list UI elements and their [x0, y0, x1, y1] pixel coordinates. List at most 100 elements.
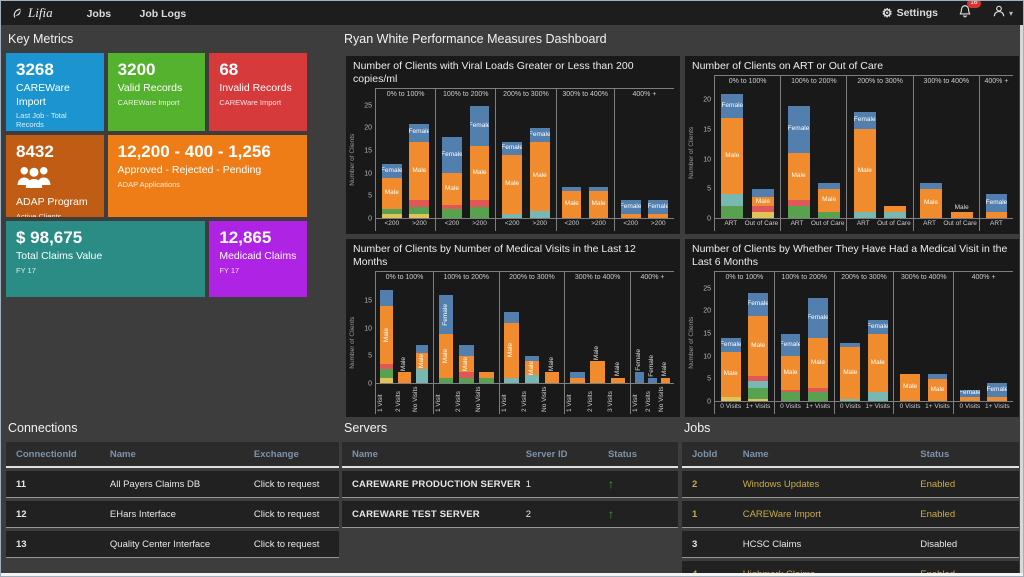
bar-200[interactable]: Male	[562, 186, 582, 218]
bar-1-visit[interactable]: Male Female	[438, 295, 454, 383]
scrollbar[interactable]	[1020, 25, 1023, 573]
job-status: Enabled	[920, 569, 1009, 574]
metric-tile-medicaid-claims[interactable]: 12,865 Medicaid Claims FY 17	[209, 221, 307, 297]
jobs-table: JobId Name Status 2 Windows Updates Enabled 1 C…	[682, 442, 1019, 573]
bar-2-visits[interactable]: Male	[524, 355, 540, 383]
bar-no-visits[interactable]	[660, 377, 671, 383]
dashboard-title: Ryan White Performance Measures Dashboar…	[344, 32, 607, 46]
bar-0-visits[interactable]: Male Female	[780, 333, 801, 401]
server-id: 2	[525, 508, 532, 520]
segment-label: Male	[527, 361, 535, 375]
bar-2-visits[interactable]	[647, 377, 658, 383]
column-header-connectionid: ConnectionId	[16, 448, 77, 460]
bar-no-visits[interactable]	[544, 372, 560, 383]
bar-1-visits[interactable]: Male Female	[748, 293, 768, 401]
bar-no-visits[interactable]: Male	[415, 344, 429, 383]
bar-1-visits[interactable]: Male	[927, 374, 948, 401]
user-menu-button[interactable]: ▾	[992, 4, 1013, 23]
bar-2-visits[interactable]	[590, 361, 605, 383]
chart-group-100-to-200: 100% to 200% Male Female Male Female 0 Visits…	[773, 272, 834, 414]
bar-0-visits[interactable]: Male	[900, 374, 920, 401]
nav-job-logs[interactable]: Job Logs	[139, 8, 187, 20]
blue-segment	[380, 289, 394, 307]
plot-area: 0% to 100% Male Female Male Female <200 >200 10…	[375, 88, 675, 231]
bar-200[interactable]: Male Female	[469, 105, 490, 218]
bar-art[interactable]: Male Female	[721, 94, 744, 218]
orange-segment: Male	[438, 333, 454, 378]
bar-art[interactable]: Female	[986, 194, 1007, 218]
bar-200[interactable]: Male Female	[529, 128, 550, 218]
bar-out-of-care[interactable]	[950, 212, 973, 218]
bar-0-visits[interactable]: Male	[840, 342, 861, 401]
main-nav: Jobs Job Logs	[87, 4, 211, 22]
bar-1-visits[interactable]: Female	[987, 383, 1008, 401]
notifications-button[interactable]: 16	[958, 1, 981, 23]
bar-200[interactable]: Female	[648, 200, 669, 218]
bar-0-visits[interactable]: Female	[960, 389, 980, 401]
job-status: Enabled	[920, 508, 956, 520]
yellow-segment	[751, 212, 774, 218]
up-arrow-icon: ↑	[607, 477, 614, 491]
bar-1-visit[interactable]	[634, 372, 645, 383]
metric-value: 8432	[16, 142, 54, 161]
blue-segment	[570, 372, 585, 378]
metric-sublabel: CAREWare Import	[219, 97, 282, 107]
bar-200[interactable]: Male	[588, 186, 609, 218]
orange-segment: Male	[442, 173, 462, 205]
bar-200[interactable]: Male Female	[381, 164, 402, 218]
job-name: Highmark Claims	[743, 569, 921, 574]
orange-segment: Male	[808, 338, 828, 388]
bar-out-of-care[interactable]: Male	[751, 188, 774, 218]
x-tick-label: 1 Visit	[434, 394, 442, 412]
nav-jobs[interactable]: Jobs	[86, 8, 112, 20]
metric-label: Total Claims Value	[16, 250, 103, 263]
y-tick-label: 0	[707, 215, 711, 223]
metric-tile-invalid-records[interactable]: 68 Invalid Records CAREWare Import	[209, 53, 307, 131]
exchange-request-link[interactable]: Click to request	[253, 478, 320, 490]
segment-label: Female	[808, 313, 828, 321]
bar-top-label: Female	[635, 349, 643, 372]
segment-label: Male	[444, 184, 459, 192]
bar-2-visits[interactable]: Male	[458, 344, 474, 383]
x-tick-label: 0 Visits	[959, 403, 981, 410]
segment-label: Male	[532, 172, 547, 180]
metric-tile-total-claims-value[interactable]: $ 98,675 Total Claims Value FY 17	[6, 221, 206, 297]
x-tick-label: No Visits	[475, 386, 483, 412]
exchange-request-link[interactable]: Click to request	[253, 508, 320, 520]
bar-200[interactable]: Male Female	[442, 137, 462, 218]
settings-button[interactable]: ⚙ Settings	[882, 7, 938, 19]
orange-segment	[570, 377, 585, 383]
brand[interactable]: Lifia	[11, 5, 53, 21]
chart-group-300-to-400: 300% to 400% Male Male 0 Visits 1+ Visits	[893, 272, 954, 414]
metric-tile-adap-program[interactable]: 8432 ADAP Program Active Clients	[6, 135, 104, 217]
bar-1-visit[interactable]: Male	[504, 311, 519, 383]
metric-tile-approved-rejected-pending[interactable]: 12,200 - 400 - 1,256 Approved - Rejected …	[107, 135, 307, 217]
bar-1-visit[interactable]	[570, 372, 585, 383]
bar-top-label: Male	[954, 203, 969, 211]
bar-art[interactable]: Male	[919, 182, 943, 218]
bar-out-of-care[interactable]	[884, 206, 907, 218]
bar-200[interactable]: Male Female	[409, 123, 430, 218]
exchange-request-link[interactable]: Click to request	[253, 538, 320, 550]
bar-0-visits[interactable]: Male Female	[720, 338, 741, 401]
bar-art[interactable]: Male Female	[787, 105, 810, 218]
metric-tile-valid-records[interactable]: 3200 Valid Records CAREWare Import	[107, 53, 206, 131]
segment-label: Female	[620, 202, 641, 210]
column-header-name: Name	[352, 448, 378, 460]
job-id: 2	[692, 478, 698, 490]
bar-out-of-care[interactable]: Male	[818, 182, 841, 218]
server-name: CAREWARE PRODUCTION SERVER	[352, 478, 521, 490]
bar-art[interactable]: Male Female	[853, 111, 876, 218]
bar-200[interactable]: Female	[620, 200, 641, 218]
green-segment	[780, 392, 801, 401]
chart-group-0-to-100: 0% to 100% Male Female Male Female 0 Visits 1+…	[715, 272, 774, 414]
bar-no-visits[interactable]	[479, 372, 494, 383]
metric-tile-careware-import[interactable]: 3268 CAREWare Import Last Job - Total Reco…	[6, 53, 104, 131]
bar-1-visits[interactable]: Male Female	[867, 320, 888, 401]
bar-1-visit[interactable]: Male	[380, 289, 394, 383]
bar-3-visits[interactable]	[610, 377, 626, 383]
bar-200[interactable]: Male Female	[502, 141, 523, 218]
bar-2-visits[interactable]	[398, 372, 411, 383]
bar-1-visits[interactable]: Male Female	[808, 297, 828, 401]
x-tick-label: 1 Visit	[500, 394, 508, 412]
